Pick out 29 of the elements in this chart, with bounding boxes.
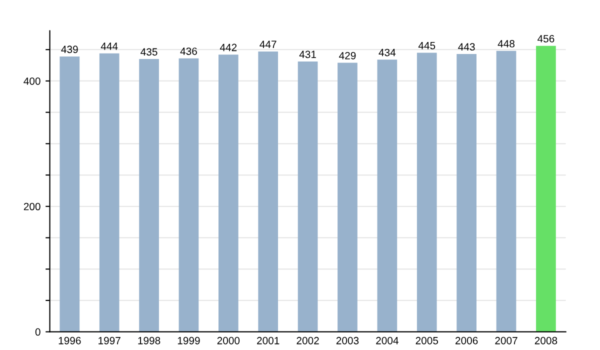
data-label: 448 (498, 40, 514, 48)
data-label: 447 (260, 40, 276, 48)
x-tick-label: 2004 (376, 336, 398, 344)
x-tick-label: 1997 (98, 336, 120, 344)
x-tick-label: 2005 (416, 336, 438, 344)
x-tick-label: 2003 (336, 336, 359, 344)
data-label: 445 (418, 42, 436, 50)
x-tick-label: 2007 (495, 336, 518, 344)
data-label: 439 (61, 46, 78, 54)
data-label: 456 (538, 35, 554, 42)
data-label: 436 (180, 48, 197, 55)
x-tick-label: 1999 (178, 336, 200, 344)
x-tick-label: 1996 (58, 336, 81, 344)
y-tick-label: 0 (35, 328, 40, 336)
x-tick-label: 2001 (257, 336, 280, 344)
data-label: 431 (299, 50, 316, 58)
x-tick-label: 1998 (138, 336, 160, 344)
data-label: 434 (378, 48, 396, 56)
data-label: 429 (339, 52, 356, 60)
x-tick-label: 2002 (296, 336, 319, 344)
x-tick-label: 2008 (534, 336, 558, 344)
data-label: 443 (458, 43, 475, 51)
x-tick-label: 2006 (456, 336, 478, 344)
data-label: 435 (140, 48, 158, 56)
y-tick-label: 400 (24, 77, 40, 85)
data-label: 444 (100, 42, 118, 50)
y-tick-label: 200 (24, 202, 40, 210)
data-label: 442 (220, 44, 237, 52)
x-tick-label: 2000 (217, 336, 240, 344)
